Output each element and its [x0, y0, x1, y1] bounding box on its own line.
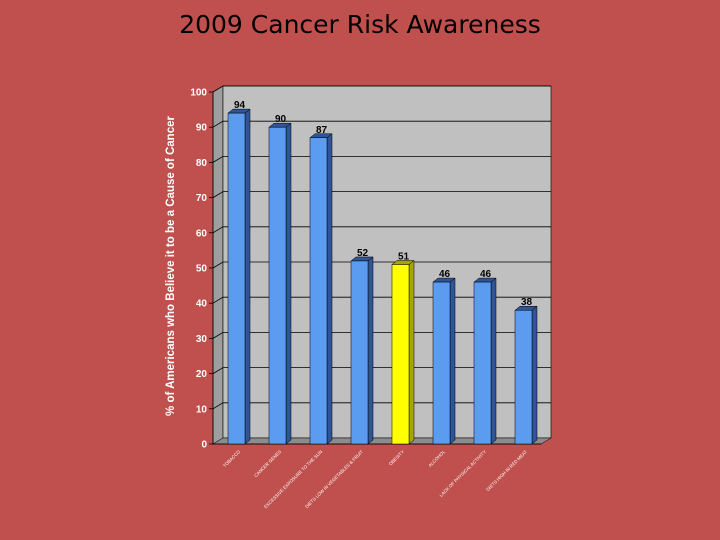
plot-floor	[212, 437, 552, 445]
x-tick-label: TOBACCO	[222, 449, 242, 469]
y-tick-label: 60	[196, 228, 208, 239]
x-tick-label: LACK OF PHYSICAL ACTIVITY	[439, 449, 488, 498]
bar-side	[326, 133, 333, 445]
bar	[309, 137, 328, 445]
bar-data-label: 87	[316, 125, 328, 136]
slide-title: 2009 Cancer Risk Awareness	[179, 10, 541, 39]
bar-data-label: 51	[398, 251, 410, 262]
bar-side	[408, 259, 415, 445]
bar-side	[449, 277, 456, 445]
bar-data-label: 46	[480, 269, 492, 280]
gridline	[212, 261, 551, 269]
bar-data-label: 38	[521, 297, 533, 308]
bar-side	[490, 277, 497, 445]
y-tick-label: 0	[201, 440, 207, 451]
bar	[391, 264, 410, 445]
x-tick-label: CANCER GENES	[253, 449, 282, 478]
y-tick-label: 90	[196, 123, 208, 134]
gridline	[212, 85, 551, 93]
bar	[350, 260, 369, 445]
y-tick-label: 80	[196, 158, 208, 169]
bar-data-label: 90	[275, 114, 287, 125]
bar-data-label: 46	[439, 269, 451, 280]
gridline	[212, 155, 551, 163]
y-tick-label: 20	[196, 369, 208, 380]
bar	[473, 281, 492, 445]
gridline	[212, 226, 551, 234]
y-tick-label: 100	[190, 88, 207, 99]
bar-data-label: 52	[357, 248, 369, 259]
bar	[227, 112, 246, 445]
y-tick-label: 10	[196, 404, 208, 415]
bar-side	[244, 108, 251, 445]
bar-side	[367, 256, 374, 445]
y-axis-label: % of Americans who Believe it to be a Ca…	[165, 116, 177, 416]
y-tick-label: 50	[196, 264, 208, 275]
x-tick-label: OBESITY	[388, 449, 405, 466]
y-tick-label: 40	[196, 299, 208, 310]
gridline	[212, 191, 551, 198]
gridline	[212, 120, 551, 128]
bar	[514, 309, 533, 445]
x-tick-label: DIETS HIGH IN RED MEAT	[485, 449, 528, 492]
y-tick-label: 70	[196, 193, 208, 204]
bar-side	[531, 305, 538, 445]
bar-side	[285, 122, 292, 445]
bar	[268, 126, 287, 445]
bar	[432, 281, 451, 445]
y-tick-label: 30	[196, 334, 208, 345]
bar-data-label: 94	[234, 100, 246, 111]
x-tick-label: ALCOHOL	[427, 449, 446, 468]
